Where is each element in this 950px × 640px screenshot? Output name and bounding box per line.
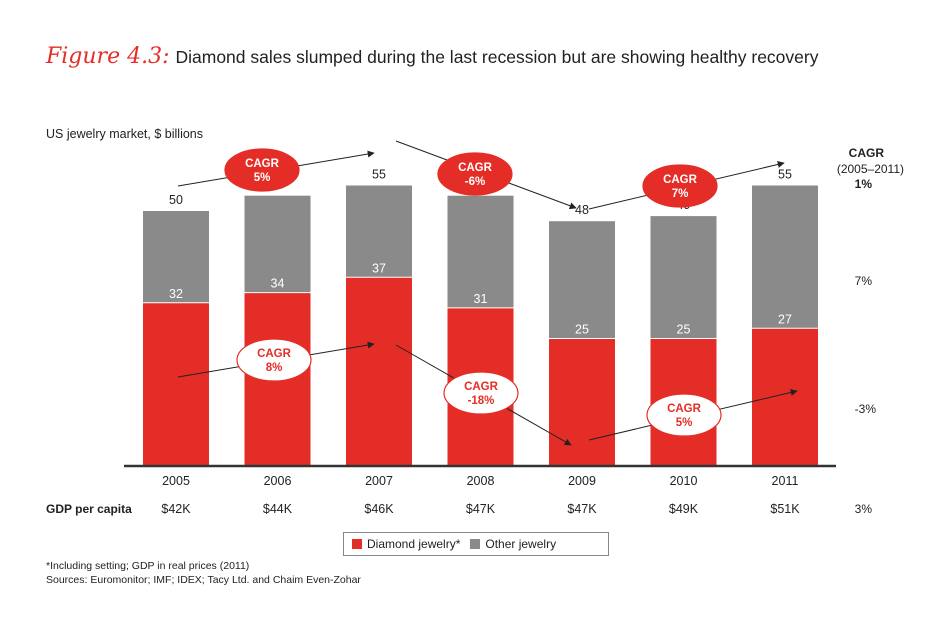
x-tick-2006: 2006 (264, 474, 292, 488)
bar-other-2010 (650, 216, 717, 339)
gdp-value-2006: $44K (263, 502, 293, 516)
cagr-bubble-label: CAGR (663, 174, 698, 186)
legend-swatch-other (470, 539, 481, 549)
cagr-bubble-value: 7% (672, 188, 689, 200)
data-label-diamond-2007: 37 (372, 261, 386, 275)
bar-other-2005 (143, 211, 209, 303)
cagr-bubble-total (437, 152, 513, 196)
x-tick-2007: 2007 (365, 474, 393, 488)
data-label-total-2005: 50 (169, 193, 183, 207)
data-label-diamond-2008: 31 (474, 292, 488, 306)
data-label-diamond-2005: 32 (169, 287, 183, 301)
data-label-diamond-2011: 27 (778, 312, 792, 326)
gdp-value-2009: $47K (567, 502, 597, 516)
x-tick-2008: 2008 (467, 474, 495, 488)
bar-other-2009 (549, 221, 615, 339)
bar-diamond-2007 (346, 277, 412, 466)
figure-title-row: Figure 4.3: Diamond sales slumped during … (46, 44, 818, 69)
legend-label-other: Other jewelry (485, 537, 557, 551)
cagr-column-header: CAGR (849, 146, 885, 160)
cagr-bubble-value: 5% (676, 417, 693, 429)
gdp-value-2011: $51K (770, 502, 800, 516)
cagr-bubble-value: -6% (465, 176, 485, 188)
data-label-total-2011: 55 (778, 168, 792, 182)
cagr-bubble-label: CAGR (458, 162, 493, 174)
bar-other-2006 (244, 195, 311, 293)
gdp-label: GDP per capita (46, 502, 132, 516)
cagr-column-period: (2005–2011) (837, 162, 904, 176)
bar-other-2008 (447, 195, 514, 308)
bar-other-2011 (752, 185, 818, 329)
bar-diamond-2009 (549, 338, 615, 466)
x-tick-2011: 2011 (772, 474, 799, 488)
legend-item-diamond: Diamond jewelry* (352, 537, 460, 551)
cagr-other: 7% (855, 274, 873, 288)
cagr-diamond: -3% (855, 402, 877, 416)
data-label-diamond-2010: 25 (677, 323, 691, 337)
gdp-value-2010: $49K (669, 502, 699, 516)
data-label-diamond-2009: 25 (575, 323, 589, 337)
bar-other-2007 (346, 185, 412, 278)
data-label-diamond-2006: 34 (271, 277, 285, 291)
y-axis-label: US jewelry market, $ billions (46, 127, 203, 141)
footnote-sources: Sources: Euromonitor; IMF; IDEX; Tacy Lt… (46, 574, 361, 586)
cagr-gdp: 3% (855, 502, 873, 516)
cagr-bubble-label: CAGR (257, 348, 292, 360)
data-label-total-2007: 55 (372, 168, 386, 182)
bar-diamond-2011 (752, 328, 818, 466)
cagr-bubble-diamond (646, 393, 722, 437)
x-tick-2005: 2005 (162, 474, 190, 488)
legend-swatch-diamond (352, 539, 362, 549)
x-tick-2009: 2009 (568, 474, 596, 488)
cagr-bubble-total (224, 148, 300, 192)
cagr-bubble-diamond (236, 338, 312, 382)
gdp-value-2005: $42K (161, 502, 191, 516)
cagr-bubble-value: 5% (254, 172, 271, 184)
cagr-bubble-label: CAGR (667, 403, 702, 415)
cagr-total: 1% (855, 177, 873, 191)
gdp-value-2007: $46K (364, 502, 394, 516)
cagr-bubble-total (642, 164, 718, 208)
cagr-bubble-label: CAGR (464, 381, 499, 393)
bar-diamond-2005 (143, 302, 209, 466)
cagr-bubble-value: 8% (266, 362, 283, 374)
legend-label-diamond: Diamond jewelry* (367, 537, 461, 551)
figure-label: Figure 4.3: (46, 44, 170, 69)
figure-title: Diamond sales slumped during the last re… (175, 47, 819, 67)
legend: Diamond jewelry* Other jewelry (343, 532, 609, 556)
footnote-note: *Including setting; GDP in real prices (… (46, 560, 250, 572)
gdp-value-2008: $47K (466, 502, 496, 516)
x-tick-2010: 2010 (670, 474, 698, 488)
legend-item-other: Other jewelry (470, 537, 556, 551)
cagr-bubble-diamond (443, 371, 519, 415)
cagr-bubble-label: CAGR (245, 158, 280, 170)
data-label-total-2009: 48 (575, 203, 589, 217)
cagr-bubble-value: -18% (468, 395, 495, 407)
